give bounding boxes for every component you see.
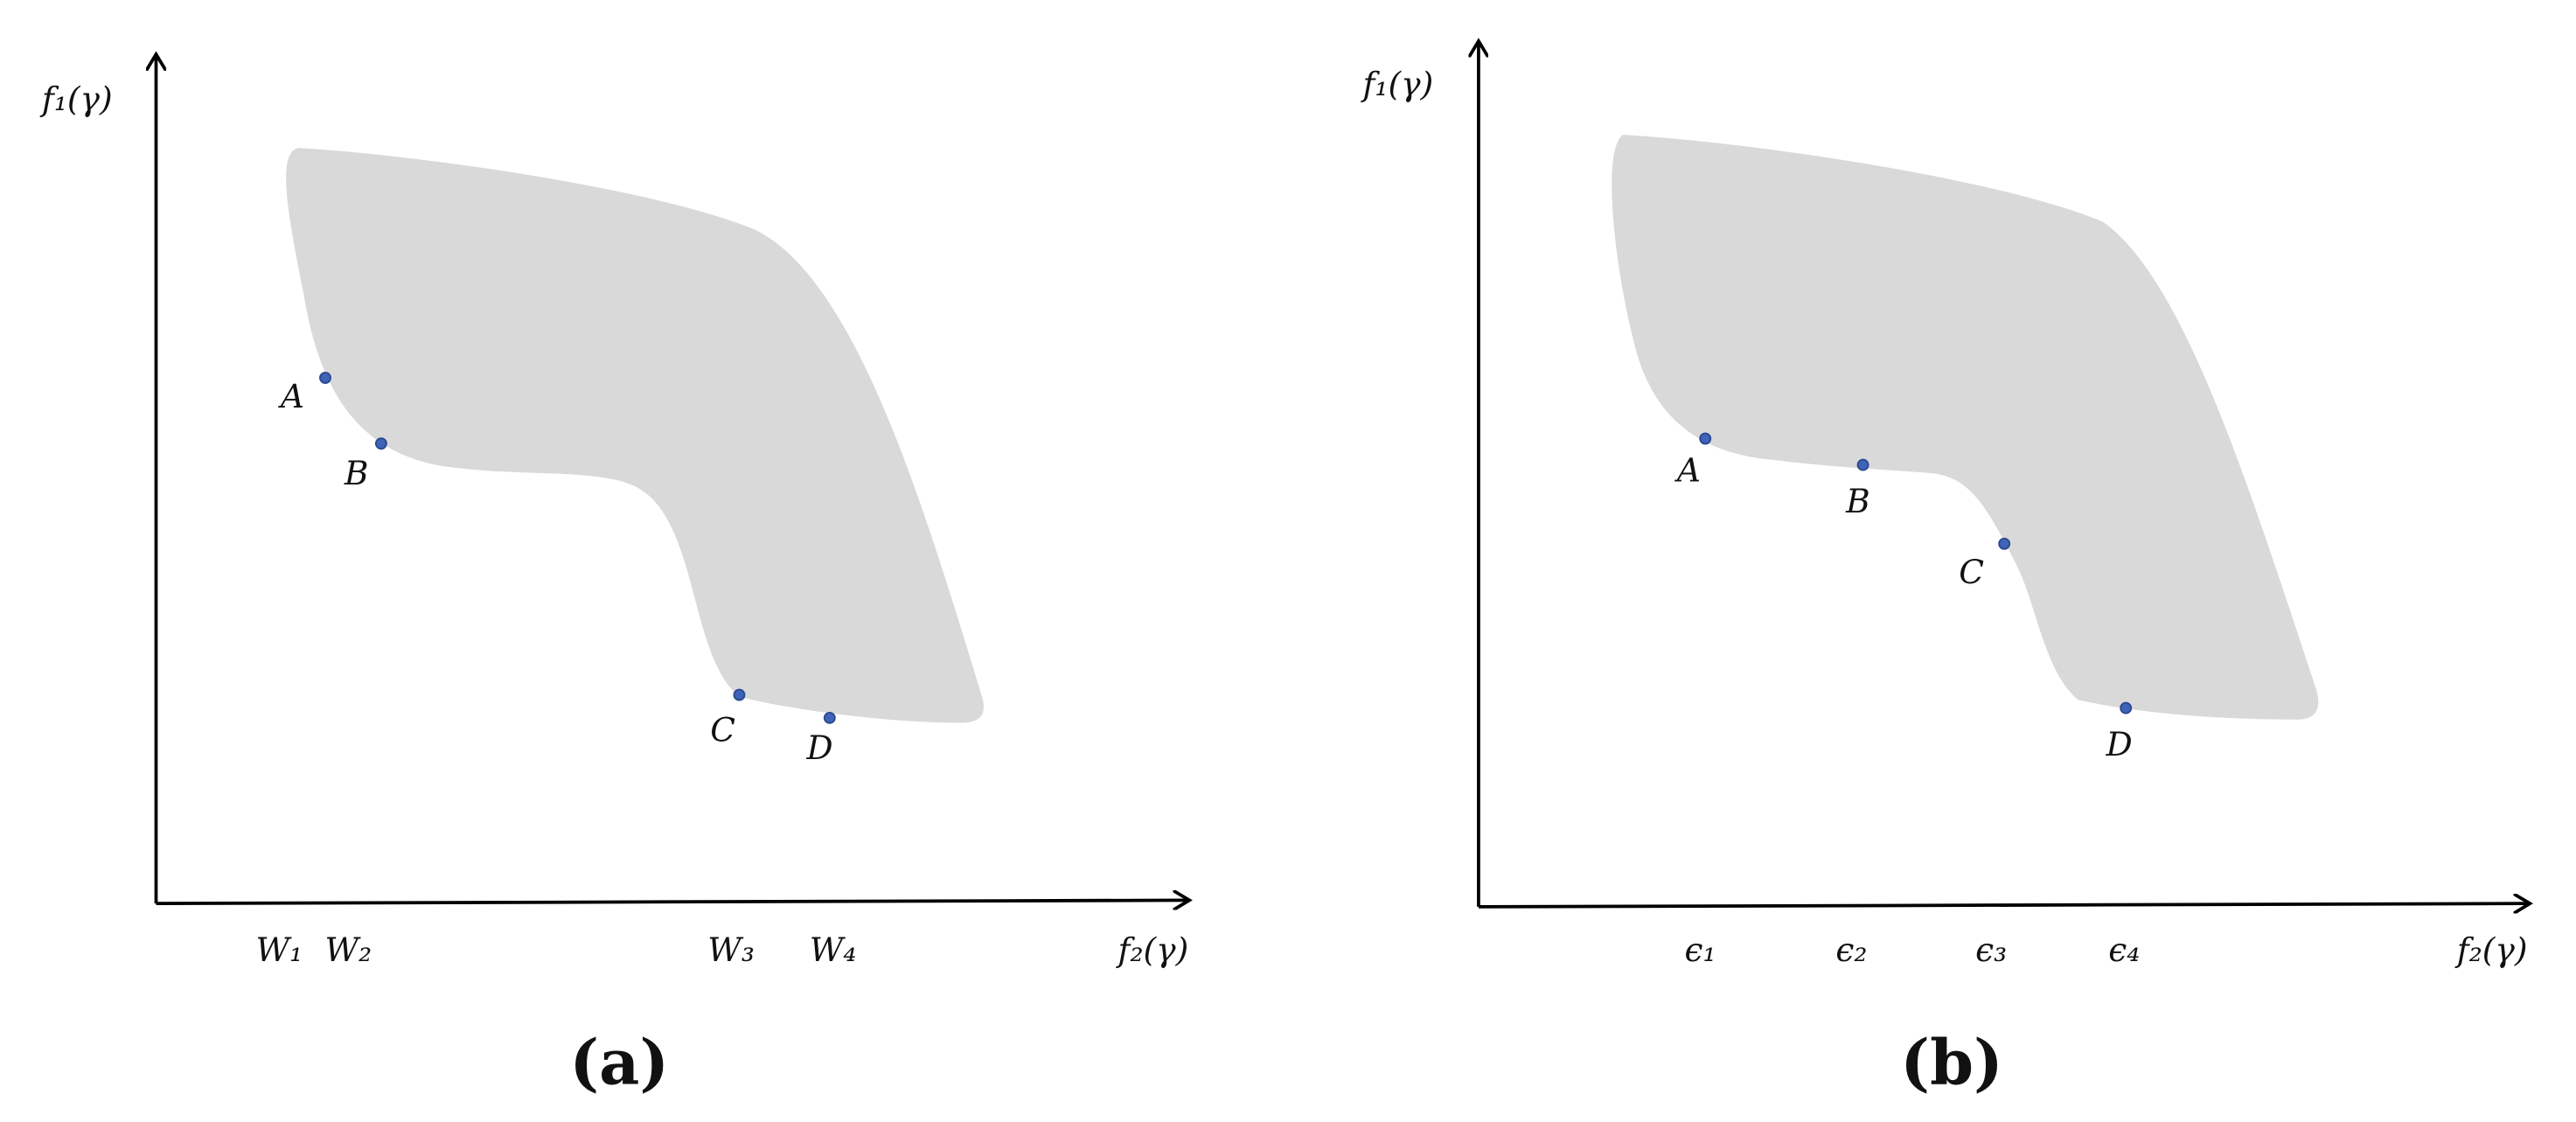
point [1998,537,2011,550]
tick-label: ϵ₃ [1975,930,2007,969]
point [1699,432,1712,445]
point [733,688,746,701]
x-axis-label: f₂(γ) [2454,930,2528,969]
caption: (b) [1900,1026,2002,1099]
feasible-region [1612,135,2319,720]
point [319,372,331,385]
tick-label: W₂ [324,930,372,969]
point-label: C [710,710,735,749]
tick-label: W₄ [810,930,857,969]
point-label: C [1959,553,1984,591]
panel-b: f₁(γ) f₂(γ) A B C D ϵ₁ ϵ₂ ϵ₃ ϵ₄ (b) [1361,41,2531,1099]
x-axis-label: f₂(γ) [1116,930,1189,969]
y-axis-label: f₁(γ) [1361,65,1434,103]
point-label: D [2106,725,2133,763]
x-axis [156,900,1189,903]
point [1856,458,1869,471]
x-axis [1478,903,2530,907]
tick-label: ϵ₁ [1685,930,1716,969]
tick-label: W₁ [256,930,303,969]
point [2120,701,2133,714]
point-label: B [344,454,369,492]
point [823,711,836,724]
point-label: A [278,377,304,415]
point-label: A [1674,451,1701,490]
tick-label: ϵ₂ [1835,930,1867,969]
point-label: D [805,728,832,767]
tick-label: W₃ [707,930,755,969]
point [374,437,387,450]
feasible-region [286,148,984,723]
point-label: B [1845,482,1870,520]
caption: (a) [569,1026,669,1099]
panel-a: f₁(γ) f₂(γ) A B C D W₁ W₂ W₃ W₄ (a) [39,54,1189,1099]
y-axis-label: f₁(γ) [39,80,113,118]
tick-label: ϵ₄ [2108,930,2140,969]
